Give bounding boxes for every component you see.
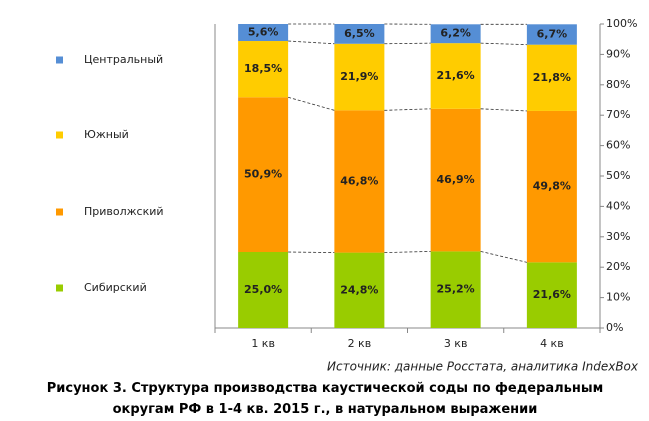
x-tick-label: 4 кв [540,337,564,350]
y-tick-label: 30% [606,230,630,243]
value-label: 46,9% [437,173,475,186]
bar-segment [334,110,385,253]
connector [384,108,431,111]
bar-segment [334,252,385,328]
x-tick-label: 3 кв [444,337,468,350]
bar-segment [526,44,577,111]
bar-segment [238,252,289,328]
y-tick-label: 50% [606,169,630,182]
bar-segment [430,108,481,252]
value-label: 21,6% [437,69,475,82]
value-label: 25,2% [437,283,475,296]
connector [480,42,527,46]
legend-marker [56,208,63,216]
connector [480,251,527,263]
y-tick-label: 20% [606,260,630,273]
connector [288,40,335,45]
legend-label: Южный [84,128,129,141]
value-label: 49,8% [533,180,571,193]
legend-marker [56,131,63,139]
connector [480,108,527,112]
legend-label: Приволжский [84,205,164,218]
y-tick-label: 10% [606,291,630,304]
value-label: 46,8% [340,174,378,187]
connector [384,42,431,45]
bar-segment [238,97,289,252]
value-label: 21,6% [533,288,571,301]
y-tick-label: 70% [606,108,630,121]
bar-segment [334,43,385,111]
x-tick-label: 1 кв [251,337,275,350]
value-label: 6,7% [537,27,568,40]
bar-segment [430,251,481,328]
value-label: 25,0% [244,283,282,296]
y-tick-label: 90% [606,47,630,60]
value-label: 50,9% [244,168,282,181]
connector [288,96,335,111]
value-label: 6,2% [440,27,471,40]
source: Источник: данные Росстата, аналитика Ind… [327,360,639,374]
value-label: 21,8% [533,71,571,84]
caption: Рисунок 3. Структура производства каусти… [46,381,604,417]
y-tick-label: 0% [606,321,623,334]
value-label: 6,5% [344,27,375,40]
y-tick-label: 80% [606,78,630,91]
legend-label: Сибирский [84,281,147,294]
legend-marker [56,284,63,292]
value-label: 24,8% [340,283,378,296]
bar-segment [430,24,481,44]
value-label: 21,9% [340,70,378,83]
x-tick-label: 2 кв [348,337,372,350]
y-tick-label: 60% [606,139,630,152]
connector [288,251,335,254]
legend-marker [56,56,63,64]
bar-segment [430,43,481,109]
bar-segment [238,24,289,42]
bar-segment [238,41,289,98]
bar-segment [526,24,577,45]
y-tick-label: 40% [606,199,630,212]
bar-segment [334,24,385,44]
legend-label: Центральный [84,53,163,66]
y-tick-label: 100% [606,17,637,30]
bar-segment [526,110,577,263]
value-label: 18,5% [244,62,282,75]
value-label: 5,6% [248,26,279,39]
connector [384,250,431,254]
bar-segment [526,262,577,328]
